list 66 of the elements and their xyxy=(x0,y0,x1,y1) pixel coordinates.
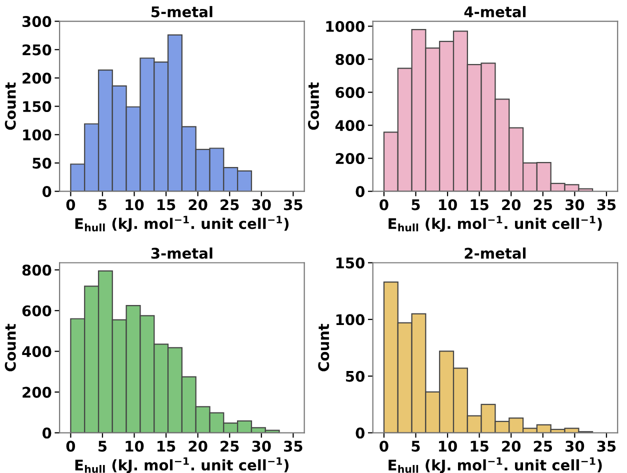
x-tick-label: 10 xyxy=(126,440,144,452)
x-tick-label: 5 xyxy=(98,440,107,452)
chart-title: 3-metal xyxy=(151,248,212,259)
y-tick-label: 0 xyxy=(42,186,52,198)
x-tick-label: 0 xyxy=(66,199,76,210)
y-tick-label: 400 xyxy=(22,346,52,358)
x-tick-label: 15 xyxy=(470,199,488,210)
y-tick-label: 0 xyxy=(42,428,52,439)
x-tick-label: 25 xyxy=(220,440,239,452)
chart-title: 4-metal xyxy=(464,6,526,18)
x-tick-label: 10 xyxy=(439,199,457,210)
x-tick-label: 35 xyxy=(284,199,302,210)
y-tick-label: 1000 xyxy=(326,20,365,32)
x-tick-label: 15 xyxy=(158,440,176,452)
y-tick-label: 200 xyxy=(336,153,365,164)
x-tick-label: 5 xyxy=(412,440,420,452)
chart-title: 5-metal xyxy=(152,6,212,18)
x-tick-label: 30 xyxy=(566,440,584,452)
y-tick-label: 200 xyxy=(22,386,52,398)
x-tick-label: 0 xyxy=(66,440,76,452)
x-tick-label: 0 xyxy=(380,199,388,210)
x-tick-label: 10 xyxy=(439,440,457,452)
y-tick-label: 400 xyxy=(335,120,365,132)
x-tick-label: 15 xyxy=(470,440,488,452)
y-tick-label: 250 xyxy=(22,44,52,56)
y-tick-label: 600 xyxy=(336,86,365,98)
x-tick-label: 20 xyxy=(188,440,208,452)
x-axis-title: E$_{hull}$ (kJ. mol$^{−1}$. unit cell$^{−1}$) xyxy=(388,457,602,473)
chart-title: 2-metal xyxy=(464,248,526,259)
x-tick-label: 35 xyxy=(597,199,616,210)
x-tick-label: 0 xyxy=(380,440,388,452)
y-tick-label: 0 xyxy=(356,186,365,198)
y-tick-label: 150 xyxy=(23,101,52,112)
x-tick-label: 5 xyxy=(98,199,107,210)
x-tick-label: 15 xyxy=(158,199,176,210)
y-axis-title: Count xyxy=(4,82,16,130)
y-tick-label: 50 xyxy=(346,370,365,382)
x-tick-label: 30 xyxy=(252,199,271,210)
x-tick-label: 20 xyxy=(502,199,521,210)
y-axis-title: Count xyxy=(308,82,320,130)
y-tick-label: 800 xyxy=(336,54,365,66)
y-axis-title: Count xyxy=(318,324,330,372)
x-tick-label: 25 xyxy=(534,440,552,452)
y-tick-label: 800 xyxy=(22,264,52,276)
x-tick-label: 20 xyxy=(188,199,208,210)
y-tick-label: 300 xyxy=(22,16,52,28)
x-tick-label: 35 xyxy=(597,440,616,452)
y-axis-title: Count xyxy=(4,324,16,372)
y-tick-label: 100 xyxy=(23,129,52,140)
x-tick-label: 25 xyxy=(220,199,239,210)
y-tick-label: 150 xyxy=(336,257,365,268)
y-tick-label: 50 xyxy=(32,158,52,169)
y-tick-label: 100 xyxy=(336,314,365,326)
y-tick-label: 0 xyxy=(356,428,365,439)
x-tick-label: 30 xyxy=(566,199,584,210)
x-tick-label: 10 xyxy=(126,199,144,210)
x-tick-label: 20 xyxy=(502,440,521,452)
x-tick-label: 30 xyxy=(252,440,271,452)
y-tick-label: 200 xyxy=(22,72,52,84)
x-tick-label: 25 xyxy=(534,199,552,210)
x-axis-title: E$_{hull}$ (kJ. mol$^{−1}$. unit cell$^{−1}$) xyxy=(75,457,289,473)
x-tick-label: 35 xyxy=(284,440,302,452)
x-tick-label: 5 xyxy=(412,199,420,210)
y-tick-label: 600 xyxy=(22,305,52,316)
x-axis-title: E$_{hull}$ (kJ. mol$^{−1}$. unit cell$^{−1}$) xyxy=(388,216,602,232)
x-axis-title: E$_{hull}$ (kJ. mol$^{−1}$. unit cell$^{−1}$) xyxy=(75,216,289,232)
